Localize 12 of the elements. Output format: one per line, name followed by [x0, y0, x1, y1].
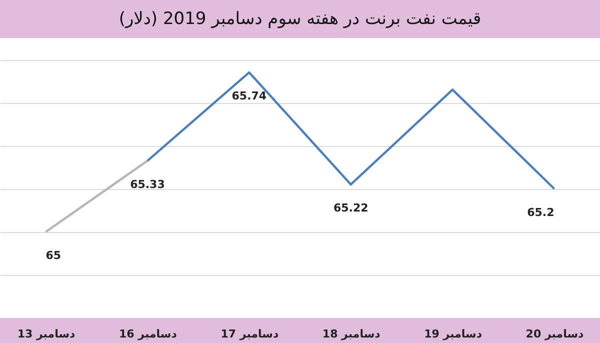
- x-tick-label: 20 دسامبر: [526, 328, 584, 340]
- data-label: 65.2: [527, 206, 554, 219]
- x-tick-label: 18 دسامبر: [322, 328, 381, 340]
- data-label: 65: [46, 248, 62, 262]
- x-tick-label: 13 دسامبر: [17, 328, 76, 340]
- x-tick-label: 19 دسامبر: [424, 328, 482, 340]
- chart-title: قیمت نفت برنت در هفته سوم دسامبر 2019 (دلار): [118, 9, 482, 29]
- x-tick-label: 17 دسامبر: [220, 328, 279, 340]
- data-label: 65.33: [130, 178, 165, 191]
- data-label: 65.22: [333, 201, 368, 214]
- x-tick-label: 16 دسامبر: [119, 328, 178, 340]
- data-label: 65.74: [232, 89, 267, 102]
